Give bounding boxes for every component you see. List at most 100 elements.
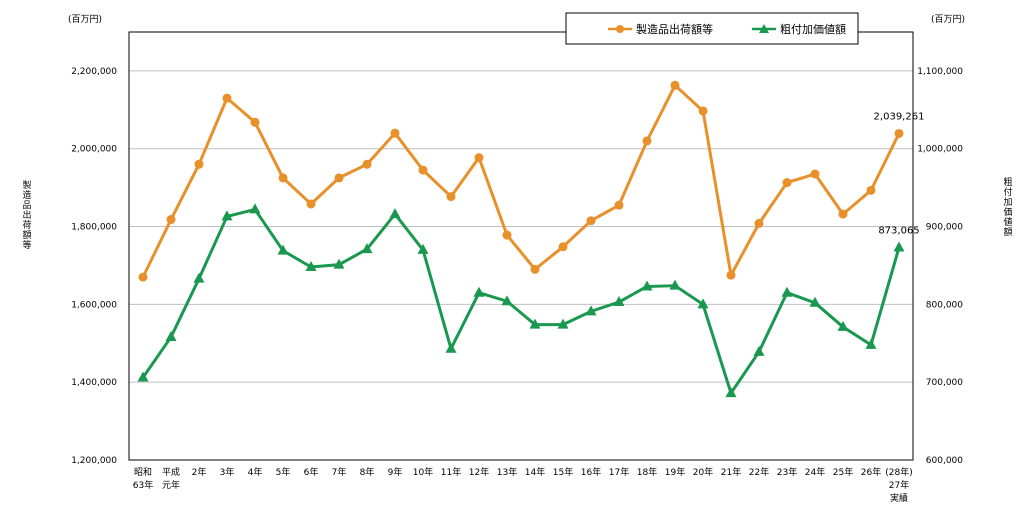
left-axis-title-char: 荷 [22, 220, 31, 231]
x-tick-label-line: 7年 [332, 466, 347, 478]
x-tick-label: 昭和 63年 [133, 467, 153, 491]
data-point [166, 215, 176, 225]
right-tick-label: 1,000,000 [917, 145, 963, 155]
x-tick-label: 13年 [497, 466, 517, 478]
data-point [837, 320, 849, 331]
data-point [529, 318, 541, 329]
data-point [866, 185, 876, 195]
x-tick-label-line: (28年) [885, 466, 912, 478]
left-axis-title-char: 等 [22, 239, 31, 251]
x-tick-label-line: 21年 [721, 466, 741, 478]
data-point [697, 298, 709, 309]
data-point [781, 286, 793, 297]
left-axis-ticks: 1,200,000 1,400,000 1,600,000 1,800,000 2,00… [71, 67, 117, 466]
x-tick-label-line: 15年 [553, 466, 573, 478]
legend: 製造品出荷額等 粗付加価値額 [565, 12, 859, 45]
data-point [417, 243, 429, 254]
x-tick-label-line: 23年 [777, 466, 797, 478]
x-tick-label: 23年 [777, 466, 797, 478]
x-tick-label: (28年) 27年実績 [885, 466, 912, 504]
data-point [613, 296, 625, 307]
data-point [501, 295, 513, 306]
data-point [278, 173, 288, 183]
x-tick-label: 26年 [861, 466, 881, 478]
x-tick-label: 14年 [525, 466, 545, 478]
x-tick-label: 12年 [469, 466, 489, 478]
left-axis-title-char: 出 [22, 209, 31, 221]
x-tick-label: 4年 [248, 466, 263, 478]
right-axis-unit: (百万円) [931, 14, 965, 25]
left-tick-label: 1,200,000 [71, 456, 117, 466]
x-tick-label-line: 18年 [637, 466, 657, 478]
data-point [221, 210, 233, 221]
data-point [642, 136, 652, 146]
x-tick-label-line: 27年 [889, 479, 909, 491]
data-point [474, 153, 484, 163]
left-axis-title-char: 製 [22, 179, 31, 191]
data-point [865, 338, 877, 349]
x-tick-label-line: 9年 [388, 466, 403, 478]
legend-marker-shipments [616, 25, 624, 33]
x-tick-label: 11年 [441, 466, 461, 478]
data-point [193, 272, 205, 283]
right-axis-ticks: 600,000 700,000 800,000 900,000 1,000,000 1,1… [917, 67, 963, 466]
right-axis-title: 粗付加価値額 [1003, 176, 1012, 238]
x-tick-label-line: 19年 [665, 466, 685, 478]
x-tick-label-line: 4年 [248, 466, 263, 478]
x-tick-label: 8年 [360, 466, 375, 478]
data-point [333, 258, 345, 269]
data-point [585, 305, 597, 316]
data-point [165, 331, 177, 342]
x-tick-label: 5年 [276, 466, 291, 478]
data-point [222, 93, 232, 103]
x-tick-label: 22年 [749, 466, 769, 478]
x-tick-label: 21年 [721, 466, 741, 478]
data-point [194, 159, 204, 169]
data-point [418, 165, 428, 175]
x-tick-label-line: 5年 [276, 466, 291, 478]
data-point [334, 173, 344, 183]
series-line-1 [141, 207, 901, 395]
left-axis-title-char: 額 [22, 229, 31, 241]
x-tick-label-line: 25年 [833, 466, 853, 478]
series-layer: 2,039,261 873,065 [137, 80, 924, 398]
x-tick-label: 20年 [693, 466, 713, 478]
data-label: 873,065 [878, 226, 919, 237]
data-point [445, 342, 457, 353]
plot-area-frame [128, 31, 914, 461]
x-tick-label: 18年 [637, 466, 657, 478]
data-point [362, 159, 372, 169]
right-axis-title-char: 粗 [1003, 176, 1012, 188]
data-point [586, 216, 596, 226]
left-axis-title-char: 造 [22, 189, 31, 201]
data-point [530, 264, 540, 274]
left-axis-title-char: 品 [22, 200, 31, 211]
data-point [614, 200, 624, 210]
x-tick-label: 7年 [332, 466, 347, 478]
data-point [782, 178, 792, 188]
data-point [137, 371, 149, 382]
data-point [725, 387, 737, 398]
data-point [250, 117, 260, 127]
x-tick-label-line: 11年 [441, 466, 461, 478]
x-tick-label-line: 昭和 [134, 467, 152, 478]
right-tick-label: 800,000 [926, 300, 963, 310]
x-tick-label: 平成元年 [162, 466, 180, 491]
x-tick-label-line: 13年 [497, 466, 517, 478]
x-tick-label-line: 16年 [581, 466, 601, 478]
x-tick-label-line: 10年 [413, 466, 433, 478]
right-axis-title-char: 額 [1003, 226, 1012, 238]
data-point [641, 280, 653, 291]
legend-label-shipments: 製造品出荷額等 [636, 22, 713, 36]
data-point [670, 80, 680, 90]
x-tick-label: 10年 [413, 466, 433, 478]
x-tick-label: 17年 [609, 466, 629, 478]
right-axis-title-char: 付 [1003, 187, 1012, 198]
right-axis-title-char: 価 [1003, 206, 1012, 218]
left-tick-label: 2,000,000 [71, 145, 117, 155]
x-tick-label: 3年 [220, 466, 235, 478]
data-point [389, 208, 401, 219]
left-axis-title: 製造品出荷額等 [22, 179, 31, 251]
data-point [753, 345, 765, 356]
